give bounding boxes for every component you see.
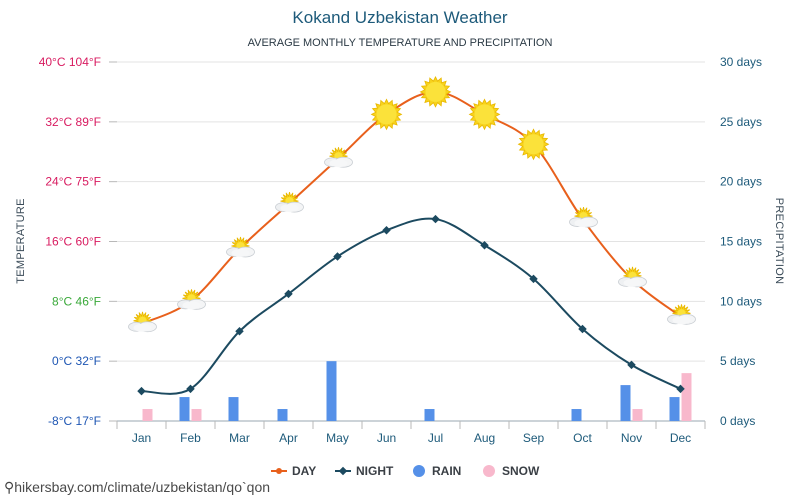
- night-point: [235, 327, 244, 336]
- right-tick-label: 5 days: [720, 354, 755, 368]
- night-point: [676, 384, 685, 394]
- rain-bar: [228, 397, 239, 421]
- right-axis-title: PRECIPITATION: [773, 198, 785, 285]
- partly-cloudy-icon: [618, 266, 647, 288]
- day-series-line: [141, 90, 682, 325]
- x-tick-label: Jul: [428, 431, 443, 445]
- snow-bar: [191, 409, 202, 421]
- sun-icon: [517, 128, 550, 161]
- night-point: [137, 386, 146, 396]
- right-tick-label: 30 days: [720, 55, 762, 69]
- axes: 40°C 104°F 32°C 89°F 24°C 75°F 16°C 60°F 8°C…: [39, 55, 762, 445]
- partly-cloudy-icon: [177, 289, 206, 310]
- legend: DAY NIGHT RAIN SNOW: [271, 464, 540, 478]
- x-tick-label: Nov: [621, 431, 642, 445]
- left-tick-label: 24°C 75°F: [45, 175, 101, 189]
- x-tick-label: Aug: [474, 431, 495, 445]
- left-tick-label: 32°C 89°F: [45, 115, 101, 129]
- legend-item-snow[interactable]: SNOW: [483, 464, 540, 478]
- night-point: [431, 214, 440, 224]
- left-tick-label: 16°C 60°F: [45, 235, 101, 249]
- legend-label: DAY: [292, 464, 316, 478]
- sun-icon: [419, 76, 452, 108]
- legend-label: RAIN: [432, 464, 461, 478]
- rain-bar: [424, 409, 435, 421]
- sun-icon: [370, 98, 403, 131]
- right-tick-label: 0 days: [720, 414, 755, 428]
- night-point: [382, 226, 391, 235]
- temperature-lines: [137, 90, 685, 396]
- rain-bar: [571, 409, 582, 421]
- rain-bar: [277, 409, 288, 421]
- partly-cloudy-icon: [667, 304, 696, 325]
- partly-cloudy-icon: [128, 311, 157, 333]
- x-tick-label: Oct: [573, 431, 592, 445]
- night-point: [627, 360, 636, 370]
- source-footer[interactable]: ⚲hikersbay.com/climate/uzbekistan/qo`qon: [4, 479, 270, 496]
- snow-bar: [142, 409, 153, 421]
- snow-bar: [632, 409, 643, 421]
- partly-cloudy-icon: [275, 192, 304, 213]
- snow-bar: [681, 373, 692, 421]
- x-tick-label: Jan: [132, 431, 151, 445]
- left-tick-label: -8°C 17°F: [48, 414, 101, 428]
- legend-item-night[interactable]: NIGHT: [335, 464, 394, 478]
- night-point: [186, 384, 195, 394]
- x-tick-label: May: [326, 431, 349, 445]
- chart-subtitle: AVERAGE MONTHLY TEMPERATURE AND PRECIPIT…: [248, 37, 553, 49]
- night-point: [284, 289, 293, 299]
- source-url[interactable]: hikersbay.com/climate/uzbekistan/qo`qon: [14, 479, 271, 495]
- partly-cloudy-icon: [324, 147, 353, 168]
- x-tick-label: Sep: [523, 431, 545, 445]
- right-tick-label: 10 days: [720, 294, 762, 308]
- partly-cloudy-icon: [569, 207, 598, 228]
- night-point: [480, 240, 489, 250]
- legend-label: NIGHT: [356, 464, 394, 478]
- location-pin-icon: ⚲: [4, 479, 15, 495]
- x-tick-label: Dec: [670, 431, 691, 445]
- night-point: [578, 324, 587, 334]
- night-point: [529, 274, 538, 284]
- right-tick-label: 20 days: [720, 175, 762, 189]
- x-tick-label: Mar: [229, 431, 250, 445]
- rain-bar: [669, 397, 680, 421]
- chart-title: Kokand Uzbekistan Weather: [292, 8, 507, 27]
- sun-icon: [468, 98, 501, 131]
- right-tick-label: 15 days: [720, 235, 762, 249]
- left-axis-title: TEMPERATURE: [15, 198, 27, 284]
- weather-icons: [128, 76, 696, 333]
- left-tick-label: 40°C 104°F: [39, 55, 101, 69]
- x-tick-label: Jun: [377, 431, 396, 445]
- rain-bar: [179, 397, 190, 421]
- legend-item-day[interactable]: DAY: [271, 464, 316, 478]
- legend-label: SNOW: [502, 464, 540, 478]
- legend-item-rain[interactable]: RAIN: [413, 464, 461, 478]
- night-series-line: [141, 217, 681, 395]
- x-tick-label: Apr: [279, 431, 298, 445]
- right-tick-label: 25 days: [720, 115, 762, 129]
- grid-lines: [117, 61, 705, 422]
- left-tick-label: 0°C 32°F: [52, 354, 101, 368]
- rain-bar: [620, 385, 631, 421]
- partly-cloudy-icon: [226, 236, 255, 258]
- precipitation-bars: [142, 361, 692, 421]
- left-tick-label: 8°C 46°F: [52, 294, 101, 308]
- x-tick-label: Feb: [180, 431, 201, 445]
- rain-bar: [326, 361, 337, 421]
